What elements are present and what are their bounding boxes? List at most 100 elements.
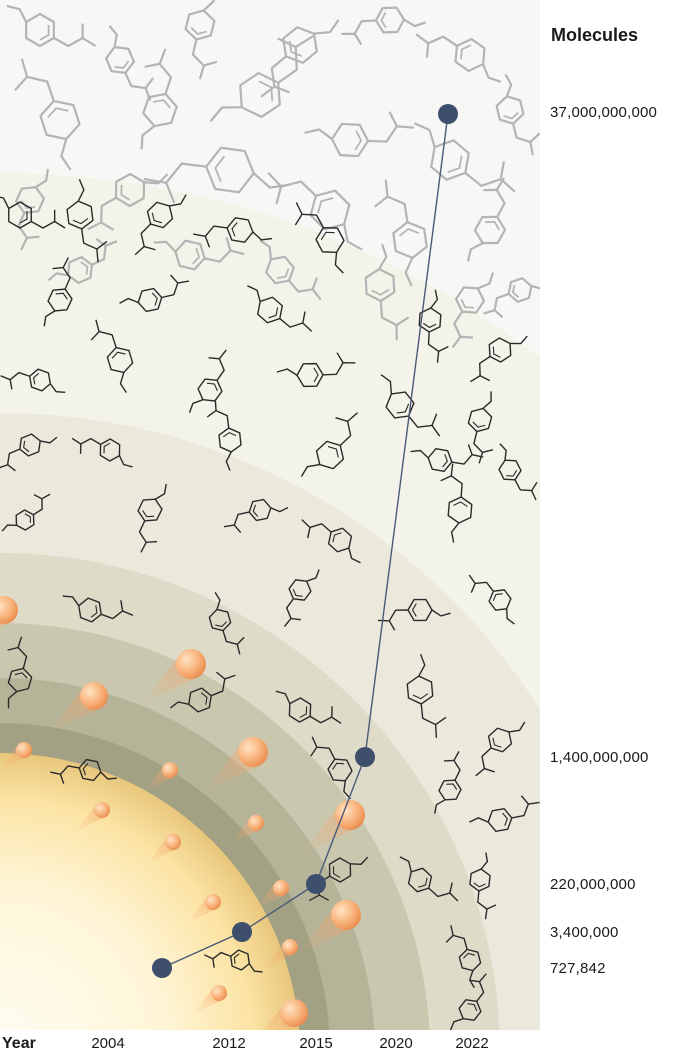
y-tick-label: 3,400,000 <box>550 924 619 941</box>
molecule-sketch <box>137 483 167 553</box>
molecule-sketch <box>294 202 345 274</box>
molecule-sketch <box>415 33 502 83</box>
molecule-sketch <box>134 194 187 256</box>
orb-sphere <box>16 742 32 758</box>
y-tick-label: 727,842 <box>550 960 606 977</box>
molecule-sketch <box>1 493 51 532</box>
molecule-sketches <box>0 0 540 1030</box>
molecule-sketch <box>14 58 81 171</box>
orb-sphere <box>205 894 221 910</box>
molecule-sketch <box>410 444 484 472</box>
orb <box>193 985 227 1014</box>
orb-sphere <box>280 999 308 1027</box>
y-tick-label: 1,400,000,000 <box>550 749 649 766</box>
molecule-sketch <box>66 178 108 263</box>
orb-sphere <box>0 596 18 624</box>
molecule-sketch <box>7 636 33 709</box>
molecule-sketch <box>208 591 245 655</box>
orb-sphere <box>162 762 178 778</box>
molecule-sketch <box>470 335 528 383</box>
orb-sphere <box>331 900 361 930</box>
molecule-sketch <box>184 0 218 80</box>
orb <box>76 802 110 831</box>
molecule-sketch <box>0 196 66 229</box>
molecule-sketch <box>119 274 190 313</box>
x-tick-label: 2020 <box>379 1035 413 1052</box>
orb <box>205 737 268 791</box>
orb <box>298 900 361 954</box>
molecule-sketch <box>466 177 507 262</box>
orb <box>255 880 289 909</box>
molecule-sketch <box>414 122 516 193</box>
orb-sphere <box>176 649 206 679</box>
molecule-sketch <box>467 391 494 464</box>
orb-sphere <box>248 815 264 831</box>
molecule-sketch <box>204 949 263 973</box>
orb <box>264 999 308 1030</box>
orb-sphere <box>211 985 227 1001</box>
orb-sphere <box>80 682 108 710</box>
x-axis-title: Year <box>2 1035 36 1052</box>
molecule-sketch <box>445 925 482 989</box>
molecule-sketch <box>341 6 426 46</box>
orb <box>187 894 221 923</box>
orb <box>143 649 206 703</box>
data-point <box>152 958 172 978</box>
molecule-sketch <box>275 690 342 725</box>
molecule-sketch <box>193 217 273 248</box>
molecule-sketch <box>469 852 497 920</box>
data-point <box>355 747 375 767</box>
molecule-sketch <box>153 237 245 271</box>
orb <box>0 596 18 628</box>
orb <box>230 815 264 844</box>
molecule-sketch <box>50 758 117 784</box>
molecule-sketch <box>90 319 134 393</box>
y-tick-label: 37,000,000,000 <box>550 104 658 121</box>
molecule-sketch <box>247 285 313 332</box>
molecule-sketch <box>276 352 356 388</box>
orb <box>264 939 298 968</box>
molecule-sketch <box>267 171 363 251</box>
y-tick-label: 220,000,000 <box>550 876 636 893</box>
x-tick-label: 2022 <box>455 1035 489 1052</box>
molecule-sketch <box>495 73 540 156</box>
molecule-sketch <box>498 443 538 501</box>
molecule-sketch <box>418 289 449 363</box>
molecule-sketch <box>0 368 66 394</box>
molecule-sketch <box>206 399 242 471</box>
molecule-sketch <box>406 654 447 738</box>
orb-sphere <box>273 880 289 896</box>
orb-sphere <box>282 939 298 955</box>
x-tick-label: 2015 <box>299 1035 333 1052</box>
molecule-sketch <box>377 598 451 631</box>
orb <box>144 762 178 791</box>
orb-sphere <box>94 802 110 818</box>
molecule-sketch <box>105 25 155 101</box>
molecule-sketch <box>209 35 314 123</box>
series-layer <box>152 104 458 978</box>
glowing-orbs <box>0 596 365 1030</box>
molecule-sketch <box>451 272 495 349</box>
molecule-sketch <box>223 498 289 534</box>
data-point <box>306 874 326 894</box>
molecule-sketch <box>434 751 462 814</box>
molecule-sketch <box>301 519 361 564</box>
data-point <box>438 104 458 124</box>
molecule-sketch <box>169 671 236 713</box>
molecule-sketch <box>475 721 526 777</box>
molecule-sketch <box>440 463 473 543</box>
molecule-sketch <box>374 179 428 287</box>
molecule-sketch <box>0 433 58 472</box>
orb-sphere <box>165 834 181 850</box>
molecule-sketch <box>399 856 459 902</box>
core-glow <box>0 753 300 1030</box>
orb <box>0 742 32 771</box>
x-tick-label: 2012 <box>212 1035 246 1052</box>
orb <box>302 800 365 854</box>
data-point <box>232 922 252 942</box>
molecule-sketch <box>87 172 169 231</box>
orb <box>49 682 108 733</box>
